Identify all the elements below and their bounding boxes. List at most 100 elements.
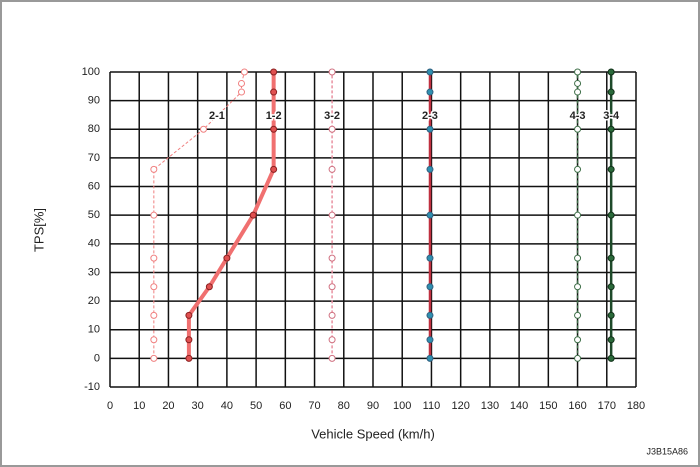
marker xyxy=(328,254,336,262)
x-tick-label: 70 xyxy=(308,400,320,412)
x-tick-label: 180 xyxy=(627,400,645,412)
marker xyxy=(270,68,278,76)
y-tick-label: 50 xyxy=(88,209,100,221)
marker xyxy=(607,336,615,344)
marker xyxy=(270,88,278,96)
marker xyxy=(426,354,434,362)
marker xyxy=(249,211,257,219)
marker xyxy=(574,125,582,133)
x-axis-title: Vehicle Speed (km/h) xyxy=(311,426,435,441)
annotation: J3B15A86 xyxy=(646,446,688,456)
marker xyxy=(328,211,336,219)
marker xyxy=(574,336,582,344)
marker xyxy=(328,283,336,291)
x-tick-label: 0 xyxy=(107,400,113,412)
marker xyxy=(426,68,434,76)
y-tick-label: 10 xyxy=(88,324,100,336)
series-label: 1-2 xyxy=(266,110,282,122)
y-tick-label: 40 xyxy=(88,238,100,250)
marker xyxy=(426,311,434,319)
marker xyxy=(574,211,582,219)
marker xyxy=(607,254,615,262)
series-label: 3-2 xyxy=(324,110,340,122)
marker xyxy=(328,311,336,319)
marker xyxy=(328,68,336,76)
x-tick-label: 120 xyxy=(451,400,469,412)
marker xyxy=(607,211,615,219)
marker xyxy=(328,336,336,344)
marker xyxy=(150,283,158,291)
marker xyxy=(150,311,158,319)
y-tick-label: 20 xyxy=(88,295,100,307)
marker xyxy=(607,88,615,96)
marker xyxy=(426,283,434,291)
marker xyxy=(328,125,336,133)
x-tick-label: 80 xyxy=(338,400,350,412)
y-tick-label: 0 xyxy=(94,352,100,364)
marker xyxy=(574,165,582,173)
marker xyxy=(150,336,158,344)
marker xyxy=(607,354,615,362)
y-tick-label: 80 xyxy=(88,123,100,135)
marker xyxy=(574,88,582,96)
marker xyxy=(607,125,615,133)
x-tick-label: 140 xyxy=(510,400,528,412)
y-tick-label: -10 xyxy=(84,381,100,393)
marker xyxy=(607,311,615,319)
marker xyxy=(328,165,336,173)
marker xyxy=(223,254,231,262)
marker xyxy=(150,165,158,173)
marker xyxy=(607,68,615,76)
x-tick-label: 10 xyxy=(133,400,145,412)
marker xyxy=(426,254,434,262)
x-tick-label: 50 xyxy=(250,400,262,412)
marker xyxy=(607,283,615,291)
x-tick-label: 150 xyxy=(539,400,557,412)
x-tick-label: 100 xyxy=(393,400,411,412)
marker xyxy=(185,354,193,362)
series-label: 3-4 xyxy=(603,110,620,122)
marker xyxy=(270,125,278,133)
marker xyxy=(200,125,208,133)
marker xyxy=(574,79,582,87)
x-tick-label: 170 xyxy=(598,400,616,412)
y-tick-label: 70 xyxy=(88,152,100,164)
series-label: 4-3 xyxy=(570,110,586,122)
series-label: 2-3 xyxy=(422,110,438,122)
x-tick-label: 40 xyxy=(221,400,233,412)
marker xyxy=(270,165,278,173)
series-line xyxy=(186,72,276,359)
marker xyxy=(426,336,434,344)
x-tick-label: 30 xyxy=(192,400,204,412)
marker xyxy=(240,68,248,76)
marker xyxy=(238,79,245,87)
y-tick-label: 60 xyxy=(88,180,100,192)
marker xyxy=(185,311,193,319)
marker xyxy=(574,283,582,291)
marker xyxy=(574,68,582,76)
series-label: 2-1 xyxy=(209,110,225,122)
y-tick-label: 30 xyxy=(88,266,100,278)
marker xyxy=(150,211,158,219)
x-tick-label: 90 xyxy=(367,400,379,412)
marker xyxy=(426,165,434,173)
y-tick-label: 100 xyxy=(82,66,100,78)
marker xyxy=(185,336,193,344)
marker xyxy=(205,283,213,291)
marker xyxy=(574,354,582,362)
x-tick-label: 20 xyxy=(162,400,174,412)
marker xyxy=(150,254,158,262)
marker xyxy=(607,165,615,173)
marker xyxy=(426,88,434,96)
marker xyxy=(426,125,434,133)
marker xyxy=(328,354,336,362)
x-tick-label: 130 xyxy=(481,400,499,412)
marker xyxy=(238,88,245,96)
marker xyxy=(574,311,582,319)
y-tick-label: 90 xyxy=(88,95,100,107)
marker xyxy=(150,354,158,362)
y-axis-title: TPS[%] xyxy=(31,208,46,252)
